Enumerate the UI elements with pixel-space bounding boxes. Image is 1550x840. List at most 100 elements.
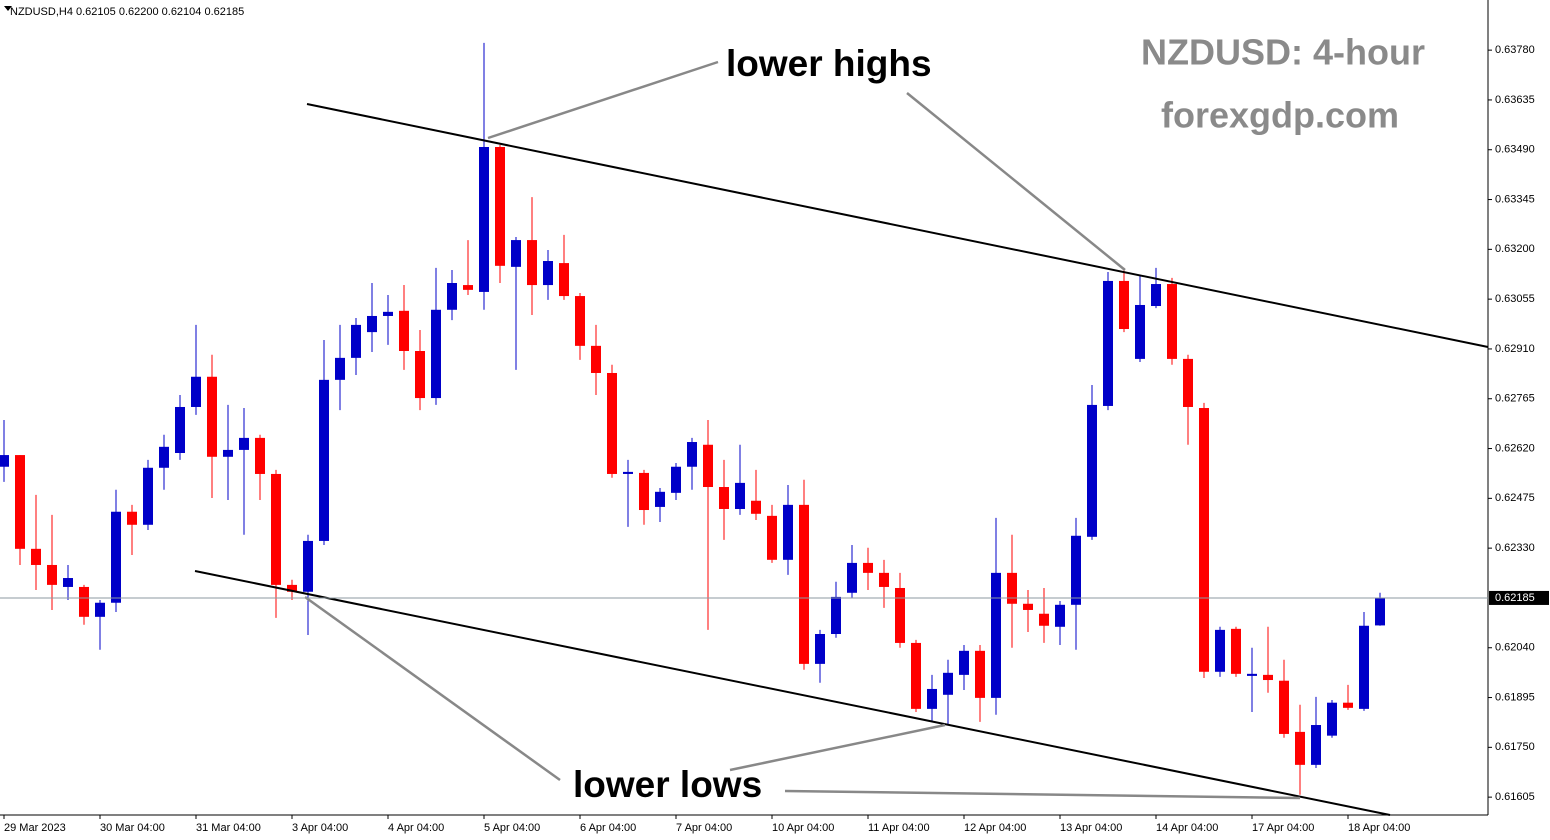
x-tick-label: 4 Apr 04:00 xyxy=(388,822,444,834)
candle-body xyxy=(1247,673,1257,676)
candle-body xyxy=(1359,625,1369,709)
lower-trend-line xyxy=(194,570,1391,816)
candle-body xyxy=(831,596,841,635)
x-tick-label: 30 Mar 04:00 xyxy=(100,822,165,834)
x-tick-label: 17 Apr 04:00 xyxy=(1252,822,1314,834)
y-tick-label: 0.63200 xyxy=(1495,243,1535,255)
candle-body xyxy=(543,261,553,286)
candle-body xyxy=(463,285,473,290)
candle-body xyxy=(319,379,329,541)
y-tick-label: 0.63635 xyxy=(1495,94,1535,106)
candle-body xyxy=(287,584,297,592)
candle-body xyxy=(1295,731,1305,765)
candle-body xyxy=(111,511,121,603)
pointer-line xyxy=(487,60,719,140)
candle-body xyxy=(31,548,41,565)
candle-body xyxy=(479,146,489,292)
candle-body xyxy=(815,634,825,664)
candle-body xyxy=(1327,702,1337,736)
candle-body xyxy=(303,540,313,592)
candle-body xyxy=(1071,535,1081,605)
y-tick-label: 0.63055 xyxy=(1495,293,1535,305)
annotation: lower highs xyxy=(726,43,932,84)
candle-body xyxy=(1263,674,1273,681)
x-tick-label: 31 Mar 04:00 xyxy=(196,822,261,834)
y-tick-label: 0.61895 xyxy=(1495,691,1535,703)
candle-body xyxy=(623,471,633,474)
price-label-box xyxy=(1489,590,1549,605)
candle-body xyxy=(799,504,809,664)
candle-body xyxy=(863,562,873,573)
candle-body xyxy=(367,315,377,333)
y-tick-label: 0.62765 xyxy=(1495,393,1535,405)
x-tick-label: 18 Apr 04:00 xyxy=(1348,822,1410,834)
trend-lines xyxy=(194,60,1489,816)
candle-body xyxy=(991,572,1001,698)
candle-body xyxy=(1167,284,1177,359)
candle-body xyxy=(223,449,233,457)
candle-body xyxy=(79,586,89,617)
candle-body xyxy=(415,351,425,399)
candle-body xyxy=(687,442,697,467)
y-tick-label: 0.62910 xyxy=(1495,343,1535,355)
y-tick-label: 0.63490 xyxy=(1495,144,1535,156)
x-tick-label: 11 Apr 04:00 xyxy=(868,822,930,834)
candle-body xyxy=(1135,304,1145,359)
y-tick-label: 0.62620 xyxy=(1495,442,1535,454)
candle-body xyxy=(207,376,217,457)
candle-body xyxy=(847,562,857,593)
candle-body xyxy=(159,446,169,468)
x-tick-label: 6 Apr 04:00 xyxy=(580,822,636,834)
candle-body xyxy=(975,650,985,698)
x-tick-label: 13 Apr 04:00 xyxy=(1060,822,1122,834)
y-tick-label: 0.61750 xyxy=(1495,741,1535,753)
pointer-line xyxy=(304,595,561,782)
candle-body xyxy=(1279,680,1289,734)
candle-body xyxy=(1231,628,1241,674)
candle-body xyxy=(95,602,105,617)
candle-body xyxy=(447,283,457,310)
price-label: 0.62185 xyxy=(1495,592,1535,604)
candle-body xyxy=(943,672,953,695)
candle-body xyxy=(735,482,745,509)
candle-body xyxy=(591,345,601,373)
candle-body xyxy=(1311,725,1321,765)
pointer-line xyxy=(784,789,1301,800)
y-tick-label: 0.61605 xyxy=(1495,791,1535,803)
candle-body xyxy=(255,437,265,474)
candle-body xyxy=(1103,280,1113,406)
x-tick-label: 12 Apr 04:00 xyxy=(964,822,1026,834)
candle-body xyxy=(895,587,905,643)
candle-body xyxy=(191,376,201,407)
upper-trend-line xyxy=(306,103,1489,348)
y-tick-label: 0.62040 xyxy=(1495,642,1535,654)
candle-body xyxy=(927,688,937,709)
candle-body xyxy=(271,473,281,585)
x-tick-label: 29 Mar 2023 xyxy=(4,822,66,834)
candle-body xyxy=(511,240,521,267)
candle-body xyxy=(399,310,409,352)
candle-body xyxy=(1199,408,1209,672)
candle-body xyxy=(127,511,137,525)
candle-body xyxy=(527,240,537,286)
x-tick-label: 5 Apr 04:00 xyxy=(484,822,540,834)
plot-area xyxy=(0,42,1385,795)
chart-title: NZDUSD: 4-hour xyxy=(1141,32,1425,73)
candle-body xyxy=(879,572,889,587)
x-tick-label: 10 Apr 04:00 xyxy=(772,822,834,834)
candle-body xyxy=(383,311,393,316)
candle-body xyxy=(239,437,249,450)
candle-body xyxy=(47,564,57,585)
candle-body xyxy=(1023,603,1033,610)
pointer-line xyxy=(729,723,946,772)
candle-body xyxy=(639,472,649,511)
candle-body xyxy=(1151,284,1161,307)
candle-body xyxy=(1343,702,1353,708)
chart-subtitle: forexgdp.com xyxy=(1161,95,1399,136)
candle-body xyxy=(1183,358,1193,407)
candle-body xyxy=(911,642,921,709)
y-tick-label: 0.62330 xyxy=(1495,542,1535,554)
y-tick-label: 0.63345 xyxy=(1495,193,1535,205)
candle-body xyxy=(351,324,361,358)
